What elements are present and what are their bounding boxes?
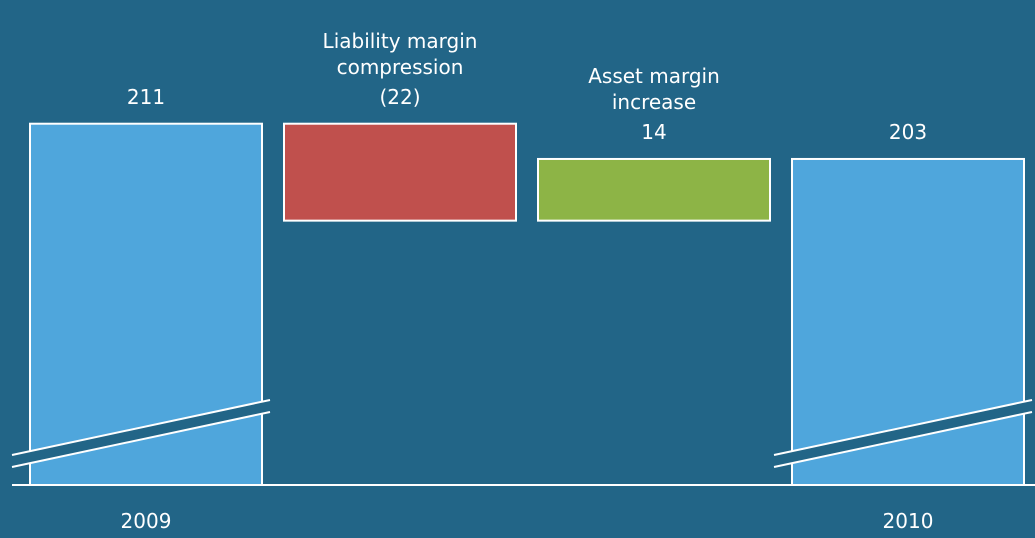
axis-break-line [773,411,1033,468]
axis-break [12,400,270,467]
category-label: Asset margin increase [588,63,720,114]
bar [283,122,517,222]
category-label: 2010 [882,509,934,533]
bar [29,122,263,487]
value-label: 203 [888,119,928,144]
axis-break [774,400,1032,467]
axis-break-line [11,399,271,456]
value-label: 14 [641,119,667,144]
value-label: (22) [379,84,421,109]
category-label: Liability margin compression [322,28,478,79]
axis-break-line [773,399,1033,456]
axis-break-line [11,411,271,468]
category-label: 2009 [120,509,172,533]
bar [537,157,771,222]
value-label: 211 [126,84,166,109]
